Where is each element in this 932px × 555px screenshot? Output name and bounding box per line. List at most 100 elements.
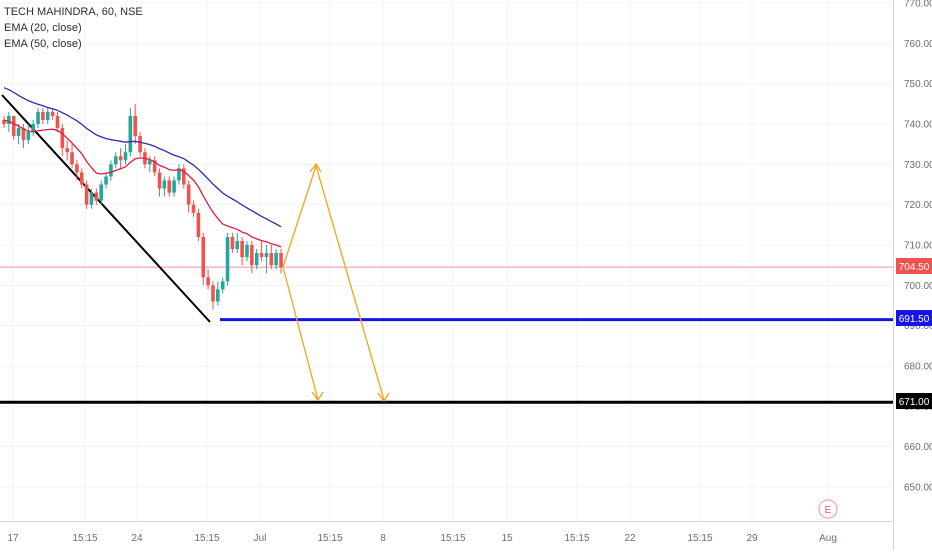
candle-body bbox=[138, 136, 142, 153]
candle-body bbox=[36, 111, 40, 124]
candle-body bbox=[65, 148, 69, 153]
candle-body bbox=[16, 128, 21, 137]
ema20-line bbox=[3, 119, 282, 248]
candle bbox=[230, 232, 235, 254]
projection-path-long[interactable] bbox=[282, 163, 385, 401]
candle bbox=[84, 180, 89, 209]
candle-body bbox=[50, 111, 55, 116]
symbol-title[interactable]: TECH MAHINDRA, 60, NSE bbox=[4, 6, 143, 18]
candle-body bbox=[211, 285, 215, 302]
candle-body bbox=[41, 111, 45, 120]
candle bbox=[152, 156, 157, 177]
time-tick-label: Jul bbox=[254, 533, 267, 544]
candle-body bbox=[162, 180, 167, 189]
candle-body bbox=[172, 180, 176, 193]
candle-body bbox=[274, 253, 278, 266]
time-tick-label: 22 bbox=[624, 533, 636, 544]
price-tick-label: 700.00 bbox=[904, 281, 932, 292]
earnings-icon[interactable] bbox=[818, 499, 838, 519]
candle-body bbox=[84, 184, 89, 205]
candle-body bbox=[191, 204, 196, 213]
candle-body bbox=[167, 180, 172, 193]
level-691-badge: 691.50 bbox=[896, 310, 932, 326]
time-tick-label: 15:15 bbox=[440, 533, 465, 544]
candle-body bbox=[254, 253, 259, 266]
earnings-marker[interactable]: E bbox=[818, 499, 838, 519]
candle bbox=[172, 176, 176, 197]
time-tick-label: 24 bbox=[131, 533, 143, 544]
candle bbox=[245, 240, 249, 262]
candle bbox=[177, 164, 181, 185]
candle-body bbox=[177, 168, 181, 181]
candle bbox=[60, 124, 65, 157]
candle-body bbox=[7, 115, 11, 124]
candle-body bbox=[79, 172, 84, 185]
candle-body bbox=[45, 111, 50, 120]
candle bbox=[220, 277, 225, 294]
candle bbox=[250, 240, 254, 274]
price-axis[interactable]: 770.00 760.00 750.00 740.00 730.00 720.00 710.… bbox=[904, 0, 932, 494]
time-tick-label: 15:15 bbox=[194, 533, 219, 544]
candle-body bbox=[104, 176, 108, 185]
candle-body bbox=[99, 184, 103, 201]
candle-body bbox=[11, 115, 16, 137]
time-axis[interactable]: 17 15:15 24 15:15 Jul 15:15 8 15:15 15 15:15 22 15:… bbox=[7, 533, 836, 544]
time-tick-label: 15:15 bbox=[687, 533, 712, 544]
candle-body bbox=[123, 152, 128, 161]
projection-path-short[interactable] bbox=[282, 266, 319, 401]
time-tick-label: 8 bbox=[380, 533, 386, 544]
candle bbox=[211, 281, 215, 310]
price-tick-label: 760.00 bbox=[904, 39, 932, 50]
candle bbox=[65, 140, 69, 161]
downtrend-line[interactable] bbox=[1, 94, 211, 323]
candle bbox=[2, 115, 6, 129]
time-tick-label: 15:15 bbox=[564, 533, 589, 544]
candle bbox=[240, 236, 244, 266]
drawings[interactable] bbox=[0, 94, 893, 404]
candle-body bbox=[60, 128, 65, 149]
price-tick-label: 660.00 bbox=[904, 442, 932, 453]
level-671-label: 671.00 bbox=[899, 397, 930, 408]
candle bbox=[167, 176, 172, 197]
candle-body bbox=[55, 115, 60, 129]
candles bbox=[2, 103, 283, 310]
ema-lines bbox=[3, 87, 282, 248]
candle-body bbox=[279, 253, 283, 268]
candle bbox=[259, 240, 264, 262]
level-671-badge: 671.00 bbox=[896, 393, 932, 409]
ema20-legend[interactable]: EMA (20, close) bbox=[4, 22, 82, 34]
candle-body bbox=[94, 192, 99, 201]
candle-body bbox=[216, 289, 220, 302]
price-tick-label: 710.00 bbox=[904, 241, 932, 252]
candle bbox=[94, 188, 99, 205]
candle bbox=[216, 281, 220, 306]
time-tick-label: 17 bbox=[7, 533, 19, 544]
time-tick-label: 29 bbox=[746, 533, 758, 544]
candle bbox=[41, 107, 45, 124]
candle-body bbox=[245, 245, 249, 258]
price-tick-label: 690.00 bbox=[904, 321, 932, 332]
candle-body bbox=[201, 236, 206, 278]
ema50-legend[interactable]: EMA (50, close) bbox=[4, 38, 82, 50]
candle bbox=[279, 249, 283, 274]
candle bbox=[99, 180, 103, 205]
candle bbox=[123, 144, 128, 165]
candle-body bbox=[259, 253, 264, 258]
last-price-label: 704.50 bbox=[899, 262, 930, 273]
candle-body bbox=[225, 236, 230, 282]
price-tick-label: 740.00 bbox=[904, 120, 932, 131]
candle-body bbox=[21, 128, 26, 141]
candle bbox=[133, 103, 138, 145]
candle-body bbox=[182, 168, 186, 185]
ema50-line bbox=[3, 87, 282, 228]
candle bbox=[196, 208, 201, 241]
candle-body bbox=[235, 240, 240, 250]
candle bbox=[26, 124, 31, 145]
candle bbox=[206, 269, 210, 290]
candle-body bbox=[31, 124, 35, 133]
candle bbox=[182, 164, 186, 189]
projection-arrows[interactable] bbox=[282, 162, 390, 403]
